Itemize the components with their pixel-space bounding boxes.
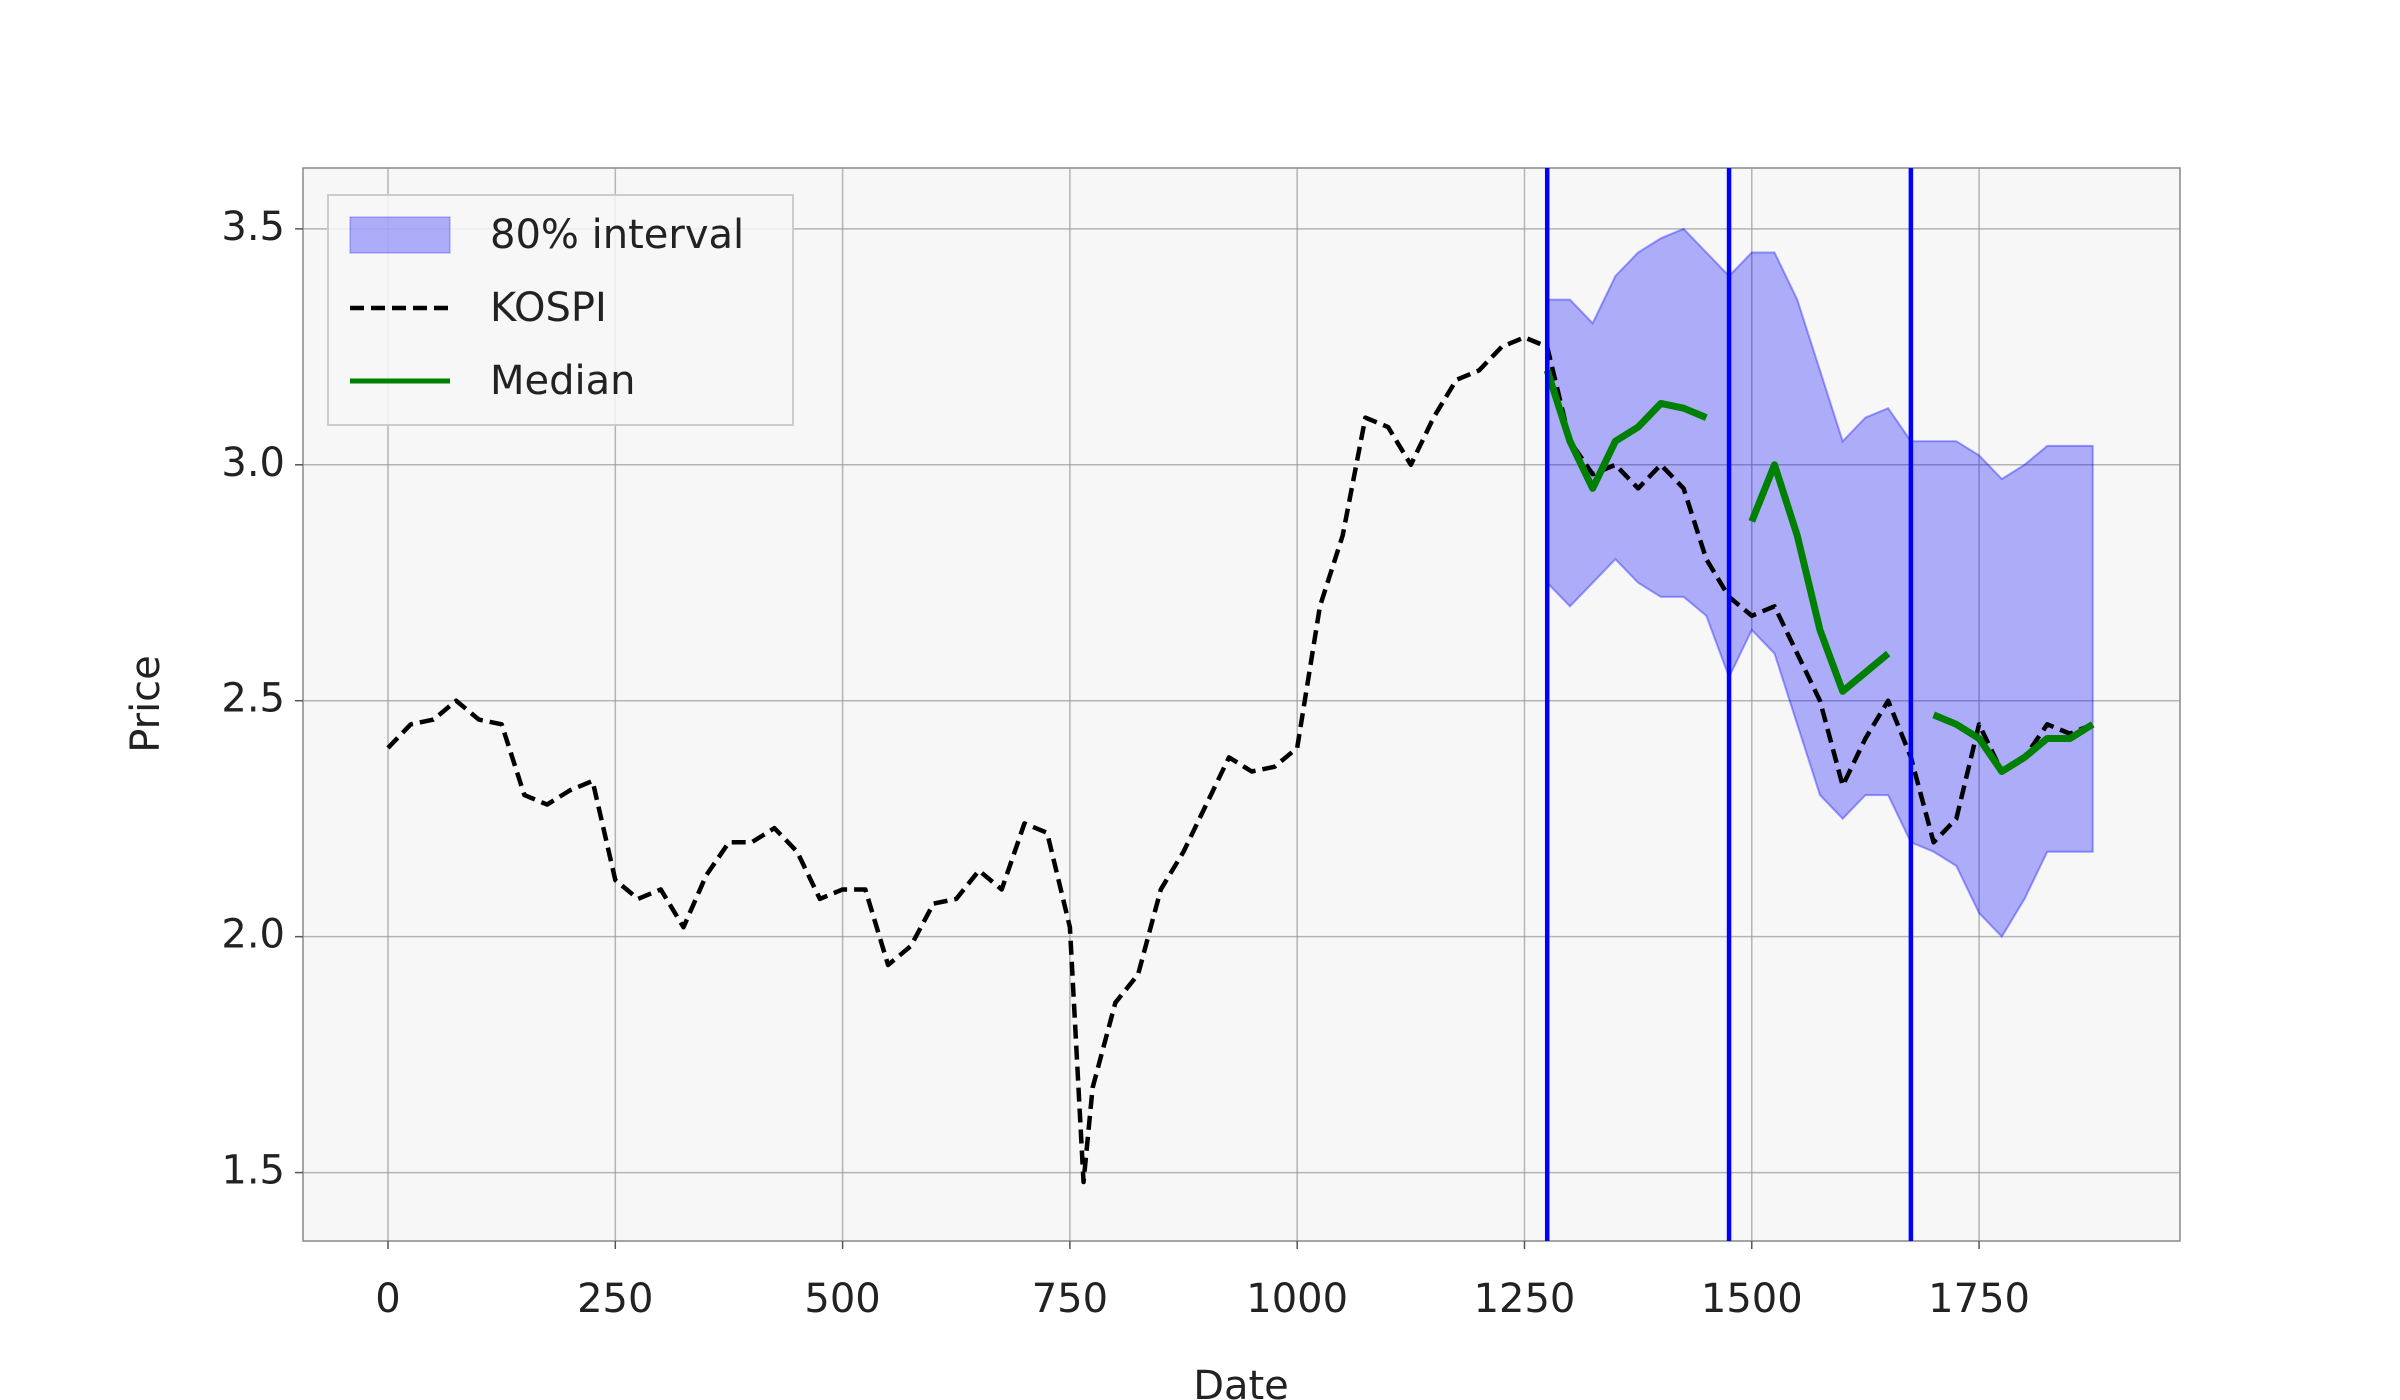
legend-swatch [349, 216, 451, 254]
line [1543, 369, 2095, 776]
y-tick-label: 3.5 [221, 204, 285, 250]
x-tick-label: 750 [1032, 1276, 1108, 1322]
marks [386, 168, 2095, 1241]
y-tick-label: 2.0 [221, 912, 285, 958]
dashed-line [386, 335, 2094, 1185]
x-tick-label: 1750 [1928, 1276, 2030, 1322]
y-tick-label: 1.5 [221, 1148, 285, 1194]
x-tick-label: 0 [375, 1276, 400, 1322]
ticks: 0 250 500 750 1000 1250 1500 1750 1.5 2.0 2.5 3.0 3.… [221, 204, 2030, 1322]
y-tick-label: 3.0 [221, 440, 285, 486]
y-axis-label: Price [123, 655, 169, 753]
x-tick-label: 1000 [1246, 1276, 1348, 1322]
x-tick-label: 250 [577, 1276, 653, 1322]
legend-label: KOSPI [490, 285, 607, 331]
x-axis-label: Date [1193, 1363, 1289, 1400]
y-tick-label: 2.5 [221, 676, 285, 722]
legend-label: Median [490, 358, 636, 404]
x-tick-label: 1250 [1474, 1276, 1576, 1322]
x-tick-label: 500 [804, 1276, 880, 1322]
x-tick-label: 1500 [1701, 1276, 1803, 1322]
legend: 80% interval KOSPI Median [327, 194, 794, 426]
legend-label: 80% interval [490, 212, 744, 258]
